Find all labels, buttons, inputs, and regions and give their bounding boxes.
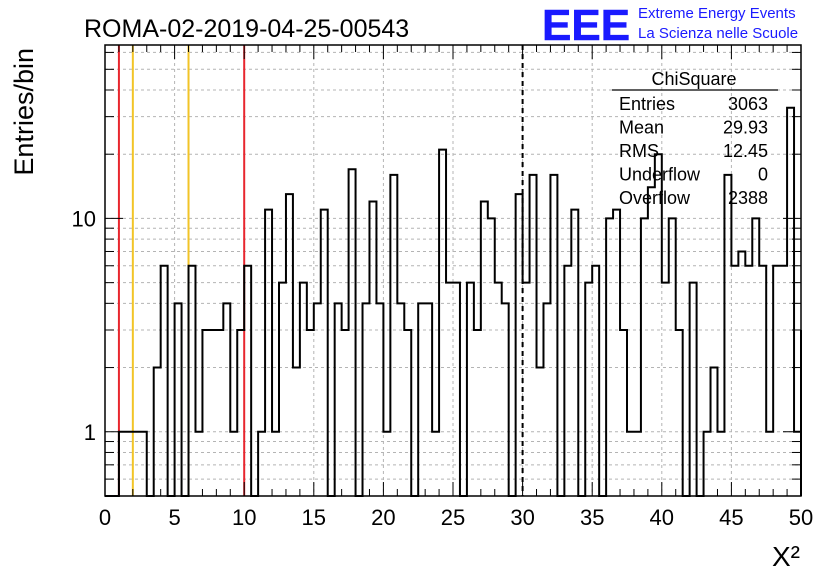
y-tick-label: 10 bbox=[72, 206, 96, 231]
stats-row-label: Underflow bbox=[619, 165, 701, 185]
x-tick-label: 20 bbox=[371, 505, 395, 530]
x-tick-label: 50 bbox=[789, 505, 813, 530]
stats-row-value: 3063 bbox=[728, 94, 768, 114]
stats-row-label: Mean bbox=[619, 118, 664, 138]
stats-row-value: 29.93 bbox=[723, 118, 768, 138]
stats-box: ChiSquare Entries 3063 Mean 29.93 RMS 12.45 Un… bbox=[612, 69, 778, 208]
stats-row-value: 12.45 bbox=[723, 141, 768, 161]
stats-row-value: 2388 bbox=[728, 188, 768, 208]
x-tick-label: 25 bbox=[441, 505, 465, 530]
eee-logo-text: EEE bbox=[542, 1, 630, 50]
y-axis-label: Entries/bin bbox=[9, 48, 39, 176]
x-tick-label: 30 bbox=[510, 505, 534, 530]
stats-row-label: Overflow bbox=[619, 188, 691, 208]
stats-row-label: Entries bbox=[619, 94, 675, 114]
eee-logo-line1: Extreme Energy Events bbox=[638, 5, 796, 22]
x-tick-label: 10 bbox=[232, 505, 256, 530]
stats-row-value: 0 bbox=[758, 165, 768, 185]
eee-logo-line2: La Scienza nelle Scuole bbox=[638, 25, 798, 42]
x-tick-label: 0 bbox=[99, 505, 111, 530]
x-tick-label: 45 bbox=[719, 505, 743, 530]
eee-logo: EEE Extreme Energy Events La Scienza nel… bbox=[542, 1, 798, 51]
y-tick-label: 1 bbox=[84, 420, 96, 445]
x-tick-label: 5 bbox=[168, 505, 180, 530]
x-tick-label: 35 bbox=[580, 505, 604, 530]
stats-box-title: ChiSquare bbox=[651, 69, 736, 89]
x-tick-label: 40 bbox=[650, 505, 674, 530]
histogram-line bbox=[105, 106, 802, 497]
axis-ticks: 0 5 10 15 20 25 30 35 40 45 50 1 10 bbox=[72, 45, 813, 530]
histogram-bins bbox=[105, 106, 802, 497]
stats-row-label: RMS bbox=[619, 141, 659, 161]
x-axis-label: X² bbox=[772, 541, 800, 572]
x-tick-label: 15 bbox=[302, 505, 326, 530]
chart-title: ROMA-02-2019-04-25-00543 bbox=[84, 15, 409, 43]
